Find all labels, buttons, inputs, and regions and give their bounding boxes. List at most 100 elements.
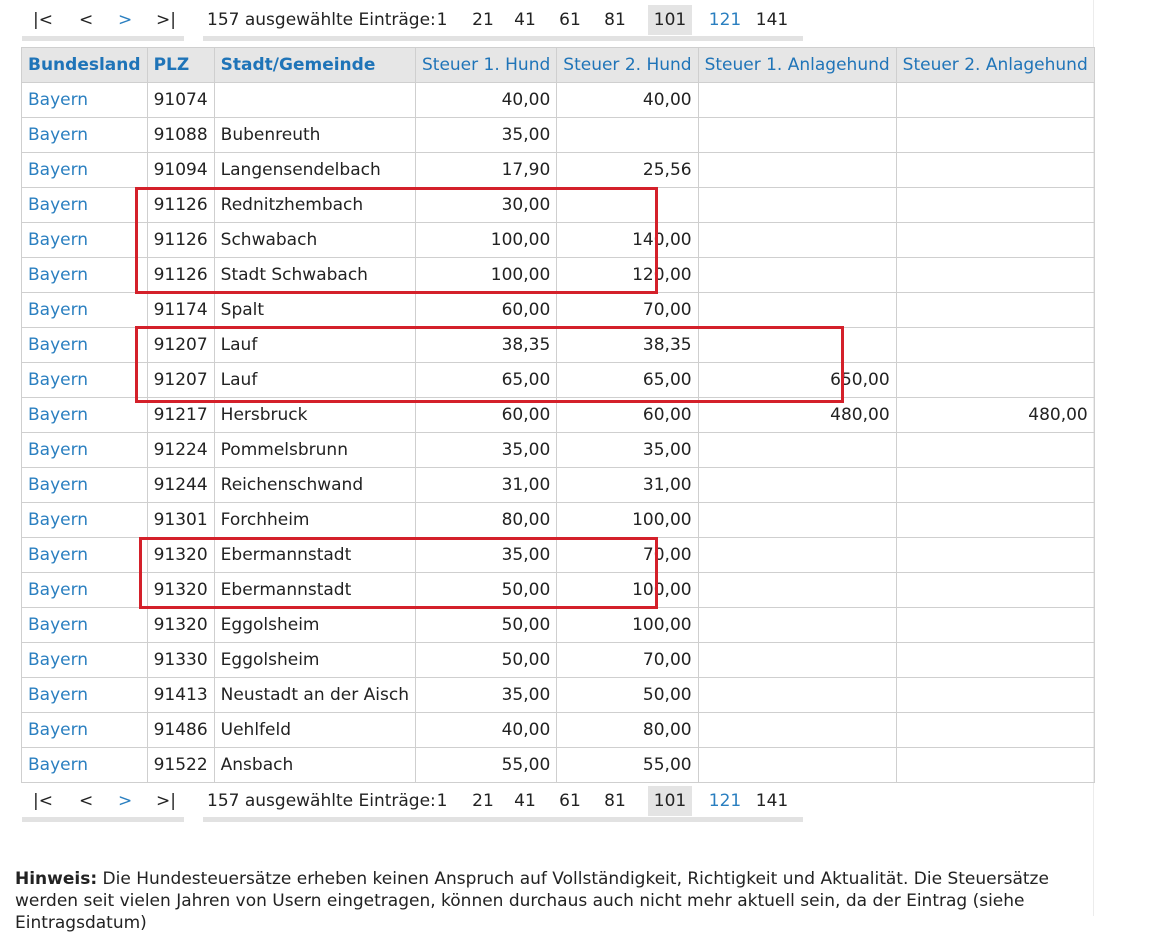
bundesland-link[interactable]: Bayern [28, 545, 89, 565]
table-row: Bayern 91320 Eggolsheim 50,00 100,00 [21, 607, 1095, 643]
cell-plz: 91330 [146, 642, 215, 678]
page-link-61[interactable]: 61 [559, 791, 581, 811]
cell-steuer-2-hund: 120,00 [556, 257, 699, 293]
cell-steuer-1-anlagehund [697, 642, 897, 678]
bundesland-link[interactable]: Bayern [28, 405, 89, 425]
next-page-button[interactable]: > [118, 791, 133, 811]
column-header-bundesland[interactable]: Bundesland [21, 47, 148, 83]
cell-stadt: Neustadt an der Aisch [213, 677, 416, 713]
bundesland-link[interactable]: Bayern [28, 580, 89, 600]
bundesland-link[interactable]: Bayern [28, 265, 89, 285]
cell-plz: 91126 [146, 257, 215, 293]
bundesland-link[interactable]: Bayern [28, 685, 89, 705]
cell-steuer-2-hund: 80,00 [556, 712, 699, 748]
next-page-button[interactable]: > [118, 10, 133, 30]
first-page-button[interactable]: |< [33, 10, 53, 30]
page-link-1[interactable]: 1 [436, 10, 448, 30]
bundesland-link[interactable]: Bayern [28, 755, 89, 775]
bundesland-link[interactable]: Bayern [28, 440, 89, 460]
page-link-101[interactable]: 101 [648, 5, 692, 35]
cell-steuer-1-hund: 38,35 [414, 327, 558, 363]
bundesland-link[interactable]: Bayern [28, 160, 89, 180]
prev-page-button[interactable]: < [79, 10, 94, 30]
page-link-121[interactable]: 121 [708, 791, 742, 811]
cell-stadt: Forchheim [213, 502, 416, 538]
cell-steuer-2-hund: 70,00 [556, 537, 699, 573]
cell-steuer-2-anlagehund [895, 362, 1095, 398]
cell-steuer-2-hund: 100,00 [556, 607, 699, 643]
prev-page-button[interactable]: < [79, 791, 94, 811]
cell-steuer-2-hund: 25,56 [556, 152, 699, 188]
cell-stadt: Lauf [213, 362, 416, 398]
bundesland-link[interactable]: Bayern [28, 300, 89, 320]
cell-steuer-2-anlagehund [895, 712, 1095, 748]
column-header-stadt[interactable]: Stadt/Gemeinde [213, 47, 416, 83]
page-link-61[interactable]: 61 [559, 10, 581, 30]
column-header-steuer-1-anlagehund[interactable]: Steuer 1. Anlagehund [697, 47, 897, 83]
bundesland-link[interactable]: Bayern [28, 615, 89, 635]
cell-steuer-1-anlagehund [697, 607, 897, 643]
table-row: Bayern 91244 Reichenschwand 31,00 31,00 [21, 467, 1095, 503]
cell-steuer-2-anlagehund [895, 187, 1095, 223]
cell-steuer-1-anlagehund [697, 222, 897, 258]
bundesland-link[interactable]: Bayern [28, 125, 89, 145]
bundesland-link[interactable]: Bayern [28, 195, 89, 215]
cell-steuer-1-hund: 50,00 [414, 642, 558, 678]
cell-steuer-2-anlagehund [895, 642, 1095, 678]
page-link-81[interactable]: 81 [604, 791, 626, 811]
bundesland-link[interactable]: Bayern [28, 370, 89, 390]
cell-bundesland: Bayern [21, 747, 148, 783]
table-row: Bayern 91486 Uehlfeld 40,00 80,00 [21, 712, 1095, 748]
cell-plz: 91088 [146, 117, 215, 153]
bundesland-link[interactable]: Bayern [28, 510, 89, 530]
bundesland-link[interactable]: Bayern [28, 90, 89, 110]
page-link-21[interactable]: 21 [472, 10, 494, 30]
cell-stadt: Ansbach [213, 747, 416, 783]
cell-bundesland: Bayern [21, 397, 148, 433]
page-link-141[interactable]: 141 [755, 791, 789, 811]
cell-steuer-2-anlagehund [895, 537, 1095, 573]
cell-steuer-1-hund: 30,00 [414, 187, 558, 223]
page-link-1[interactable]: 1 [436, 791, 448, 811]
cell-stadt [213, 82, 416, 118]
page-link-141[interactable]: 141 [755, 10, 789, 30]
cell-bundesland: Bayern [21, 82, 148, 118]
page-link-101[interactable]: 101 [648, 786, 692, 816]
last-page-button[interactable]: >| [156, 10, 176, 30]
cell-steuer-2-hund: 35,00 [556, 432, 699, 468]
cell-stadt: Stadt Schwabach [213, 257, 416, 293]
bundesland-link[interactable]: Bayern [28, 650, 89, 670]
page-link-41[interactable]: 41 [514, 10, 536, 30]
cell-steuer-1-anlagehund [697, 152, 897, 188]
bundesland-link[interactable]: Bayern [28, 335, 89, 355]
table-row: Bayern 91074 40,00 40,00 [21, 82, 1095, 118]
table-row: Bayern 91094 Langensendelbach 17,90 25,56 [21, 152, 1095, 188]
page-link-41[interactable]: 41 [514, 791, 536, 811]
cell-steuer-1-anlagehund [697, 677, 897, 713]
cell-plz: 91094 [146, 152, 215, 188]
cell-plz: 91224 [146, 432, 215, 468]
disclaimer-text: Die Hundesteuersätze erheben keinen Ansp… [15, 869, 1049, 933]
cell-steuer-1-anlagehund [697, 327, 897, 363]
bundesland-link[interactable]: Bayern [28, 720, 89, 740]
column-header-steuer-1-hund[interactable]: Steuer 1. Hund [414, 47, 558, 83]
page-link-21[interactable]: 21 [472, 791, 494, 811]
cell-steuer-2-hund: 140,00 [556, 222, 699, 258]
table-row: Bayern 91207 Lauf 38,35 38,35 [21, 327, 1095, 363]
cell-steuer-2-hund: 100,00 [556, 502, 699, 538]
cell-steuer-2-hund: 31,00 [556, 467, 699, 503]
cell-stadt: Reichenschwand [213, 467, 416, 503]
cell-steuer-1-hund: 100,00 [414, 257, 558, 293]
cell-steuer-2-anlagehund [895, 572, 1095, 608]
column-header-steuer-2-anlagehund[interactable]: Steuer 2. Anlagehund [895, 47, 1095, 83]
cell-stadt: Schwabach [213, 222, 416, 258]
page-link-81[interactable]: 81 [604, 10, 626, 30]
page-link-121[interactable]: 121 [708, 10, 742, 30]
bundesland-link[interactable]: Bayern [28, 230, 89, 250]
cell-plz: 91301 [146, 502, 215, 538]
column-header-steuer-2-hund[interactable]: Steuer 2. Hund [556, 47, 699, 83]
first-page-button[interactable]: |< [33, 791, 53, 811]
bundesland-link[interactable]: Bayern [28, 475, 89, 495]
last-page-button[interactable]: >| [156, 791, 176, 811]
column-header-plz[interactable]: PLZ [146, 47, 215, 83]
